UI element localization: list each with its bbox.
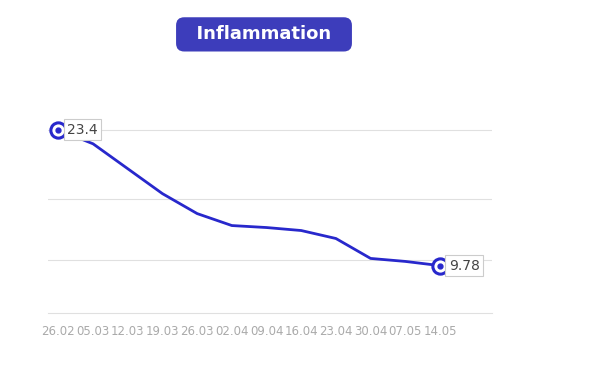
Text: 9.78: 9.78 <box>449 259 479 273</box>
Text: 23.4: 23.4 <box>67 123 98 137</box>
Text: Inflammation: Inflammation <box>184 25 344 44</box>
